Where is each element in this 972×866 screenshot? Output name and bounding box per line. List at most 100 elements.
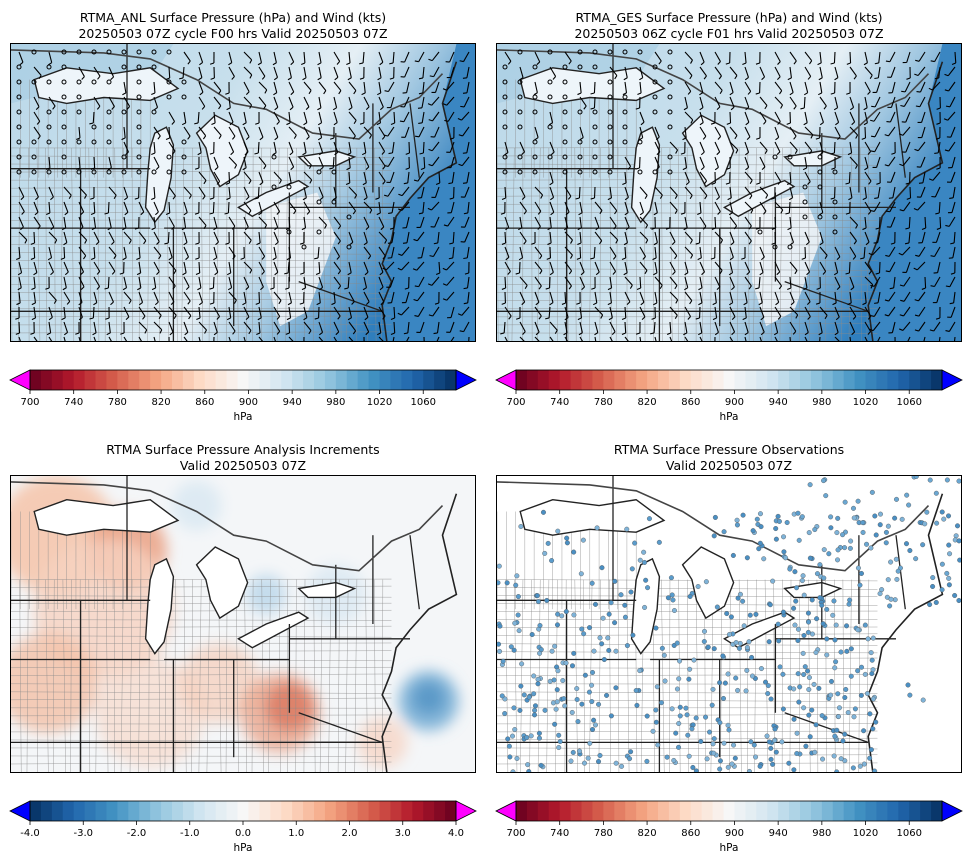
- colorbar-swatch: [810, 370, 823, 390]
- colorbar-swatch: [625, 801, 637, 821]
- colorbar-swatch: [614, 370, 626, 390]
- colorbar-swatch: [712, 370, 725, 390]
- colorbar-tick-label: 900: [724, 828, 744, 839]
- colorbar-swatch: [434, 801, 446, 821]
- great-lake-shape: [144, 557, 175, 655]
- colorbar-swatch: [379, 801, 392, 821]
- colorbar-swatch: [204, 370, 217, 390]
- coastline: [867, 61, 944, 341]
- colorbar-swatch: [854, 801, 867, 821]
- colorbar-under-arrow: [9, 369, 31, 391]
- colorbar-swatch: [357, 801, 370, 821]
- colorbar-swatch: [854, 370, 867, 390]
- great-lake-shape: [33, 67, 180, 105]
- colorbar-swatch: [30, 370, 42, 390]
- state-borders: [11, 476, 420, 772]
- colorbar-swatch: [40, 801, 53, 821]
- colorbar-swatch: [909, 370, 921, 390]
- colorbar-swatch: [592, 370, 604, 390]
- map-svg: [11, 476, 475, 772]
- colorbar-swatch: [898, 370, 910, 390]
- colorbar-swatch: [548, 801, 561, 821]
- panel-ges-title: RTMA_GES Surface Pressure (hPa) and Wind…: [496, 10, 962, 42]
- colorbar-tick-label: 820: [637, 828, 657, 839]
- colorbar-swatch: [658, 801, 670, 821]
- colorbar-tick-label: -2.0: [126, 828, 147, 839]
- colorbar-swatch: [647, 370, 659, 390]
- colorbar-swatch: [95, 370, 108, 390]
- colorbar-swatch: [150, 801, 162, 821]
- observation-points: [497, 476, 961, 772]
- colorbar-tick-label: 820: [151, 397, 171, 408]
- colorbar-tick-label: 700: [506, 397, 526, 408]
- colorbar-tick-label: 980: [812, 828, 832, 839]
- colorbar-swatch: [303, 801, 315, 821]
- colorbar-swatch: [30, 801, 42, 821]
- colorbar-swatch: [139, 801, 151, 821]
- colorbar-tick-label: 0.0: [235, 828, 251, 839]
- colorbar-swatch: [346, 801, 359, 821]
- colorbar-swatch: [346, 370, 359, 390]
- colorbar-swatch: [898, 801, 910, 821]
- colorbar-swatch: [821, 801, 834, 821]
- colorbar-swatch: [51, 370, 64, 390]
- international-border: [497, 49, 930, 140]
- colorbar-swatch: [832, 370, 845, 390]
- colorbar-unit-label: hPa: [719, 411, 739, 423]
- colorbar-swatch: [51, 801, 64, 821]
- colorbar-swatch: [800, 370, 812, 390]
- colorbar-swatch: [581, 801, 594, 821]
- colorbar-swatch: [723, 370, 736, 390]
- colorbar-swatch: [658, 370, 670, 390]
- colorbar-swatch: [445, 370, 457, 390]
- colorbar-swatch: [734, 801, 746, 821]
- international-border: [11, 481, 444, 572]
- colorbar-swatch: [679, 801, 692, 821]
- great-lake-shape: [783, 150, 843, 167]
- colorbar-swatch: [237, 801, 250, 821]
- colorbar-swatch: [767, 801, 779, 821]
- colorbar-swatch: [559, 801, 572, 821]
- colorbar-tick-label: 940: [282, 397, 302, 408]
- colorbar-swatch: [745, 370, 757, 390]
- colorbar-swatch: [537, 370, 550, 390]
- colorbar-swatch: [789, 801, 801, 821]
- colorbar-tick-label: 1020: [852, 828, 879, 839]
- coastline: [381, 61, 458, 341]
- map-svg: [11, 44, 475, 341]
- panel-anl-colorbar: 700 740 780 820 860 900 940 980 1020 1060 hPa: [9, 369, 477, 423]
- colorbar-swatch: [368, 370, 381, 390]
- colorbar-swatch: [712, 801, 725, 821]
- panel-obs-title: RTMA Surface Pressure Observations Valid…: [496, 442, 962, 474]
- map-svg: [497, 44, 961, 341]
- wind-barbs: [15, 49, 470, 341]
- colorbar-swatch: [423, 801, 435, 821]
- colorbar-swatch: [106, 370, 118, 390]
- colorbar-swatch: [150, 370, 162, 390]
- panel-inc-title-line2: Valid 20250503 07Z: [179, 458, 307, 473]
- colorbar-swatch: [636, 801, 648, 821]
- colorbar-tick-label: -3.0: [73, 828, 94, 839]
- colorbar-tick-label: 2.0: [341, 828, 358, 839]
- colorbar-swatch: [548, 370, 561, 390]
- colorbar-swatch: [314, 801, 326, 821]
- colorbar-swatch: [843, 801, 856, 821]
- colorbar-swatch: [193, 801, 206, 821]
- colorbar-swatch: [734, 370, 746, 390]
- colorbar-swatch: [423, 370, 435, 390]
- colorbar-swatch: [161, 370, 173, 390]
- colorbar-svg: [495, 369, 963, 394]
- colorbar-swatch: [516, 370, 528, 390]
- colorbar-swatch: [679, 370, 692, 390]
- panel-inc-map: [10, 475, 476, 773]
- colorbar-swatch: [292, 801, 304, 821]
- colorbar-swatch: [920, 370, 932, 390]
- colorbar-swatch: [625, 370, 637, 390]
- colorbar-swatch: [887, 370, 899, 390]
- great-lake-shape: [723, 179, 796, 218]
- colorbar-tick-label: 3.0: [394, 828, 411, 839]
- panel-anl-map: [10, 43, 476, 342]
- colorbar-swatch: [215, 370, 228, 390]
- colorbar-swatch: [614, 801, 626, 821]
- colorbar-swatch: [259, 801, 271, 821]
